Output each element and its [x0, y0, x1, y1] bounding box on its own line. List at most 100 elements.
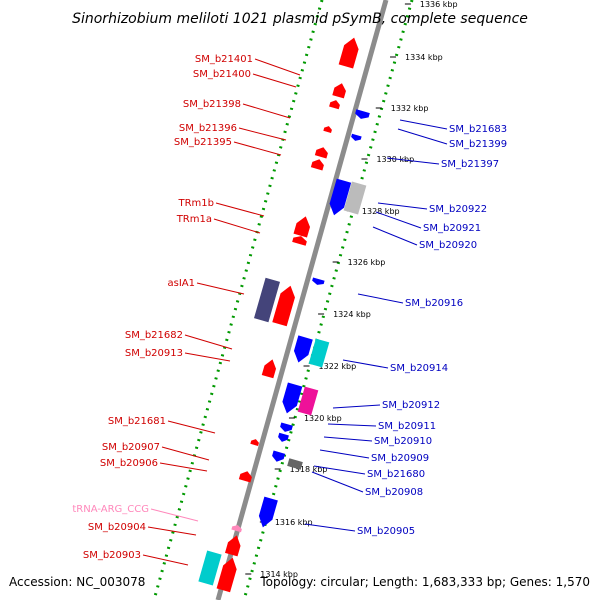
left-label-leader	[161, 446, 210, 461]
right-gene-label: SM_b20914	[390, 363, 448, 374]
left-gene-label: SM_b21681	[108, 416, 166, 427]
trna-feature	[231, 525, 242, 533]
label-leader-lines	[142, 58, 448, 566]
scale-tick-label: 1320 kbp	[304, 414, 342, 423]
forward-gene-feature	[272, 285, 295, 327]
forward-gene-feature	[323, 126, 332, 133]
grey-gene-feature	[287, 458, 303, 470]
left-label-leader	[184, 334, 233, 350]
left-label-leader	[213, 218, 261, 234]
right-gene-label: SM_b21399	[449, 139, 507, 150]
forward-gene-feature	[292, 236, 307, 246]
forward-gene-feature	[238, 471, 252, 483]
forward-gene-feature	[293, 216, 311, 238]
left-label-leader	[184, 352, 231, 362]
right-label-leader	[319, 449, 370, 459]
reverse-gene-feature	[282, 382, 303, 414]
reverse-gene-feature	[272, 450, 286, 462]
left-label-leader	[238, 127, 287, 141]
left-gene-label: SM_b20903	[83, 550, 141, 561]
left-gene-label: SM_b21396	[179, 123, 237, 134]
reverse-gene-feature	[312, 277, 325, 285]
topology-text: Topology: circular; Length: 1,683,333 bp…	[259, 575, 590, 589]
scale-tick-label: 1336 kbp	[420, 0, 458, 9]
scale-tick-label: 1334 kbp	[405, 53, 443, 62]
right-label-leader	[399, 119, 448, 130]
left-label-leader	[254, 58, 301, 76]
right-gene-label: SM_b20912	[382, 400, 440, 411]
left-gene-label: SM_b20904	[88, 522, 146, 533]
right-gene-label: SM_b21397	[441, 159, 499, 170]
right-label-leader	[313, 465, 366, 475]
right-gene-label: SM_b20905	[357, 526, 415, 537]
reverse-gene-feature	[258, 496, 278, 528]
scale-tick-label: 1318 kbp	[290, 465, 328, 474]
reverse-gene-feature	[329, 178, 352, 216]
left-label-leader	[215, 202, 265, 217]
right-gene-label: SM_b21683	[449, 124, 507, 135]
reverse-gene-feature	[293, 335, 313, 363]
left-gene-label: SM_b21398	[183, 99, 241, 110]
scale-tick-label: 1316 kbp	[275, 518, 313, 527]
right-label-leader	[357, 293, 404, 304]
forward-gene-feature	[261, 359, 277, 379]
forward-gene-feature	[250, 439, 259, 446]
left-label-leader	[167, 420, 216, 434]
left-gene-label: SM_b21682	[125, 330, 183, 341]
left-gene-label: SM_b21401	[195, 54, 253, 65]
right-label-leader	[304, 523, 356, 532]
right-gene-label: SM_b20911	[378, 421, 436, 432]
scale-ticks: 1336 kbp 1334 kbp 1332 kbp 1330 kbp 1328 kbp…	[245, 0, 458, 579]
forward-gene-feature	[338, 37, 359, 69]
right-gene-label: SM_b20922	[429, 204, 487, 215]
scale-tick-label: 1328 kbp	[362, 207, 400, 216]
right-gene-label: SM_b20908	[365, 487, 423, 498]
forward-gene-feature	[224, 535, 241, 557]
left-label-leader	[196, 282, 245, 295]
right-gene-label: SM_b20909	[371, 453, 429, 464]
scale-tick-label: 1322 kbp	[319, 362, 357, 371]
purple-gene-feature	[254, 277, 280, 323]
left-gene-label: SM_b20913	[125, 348, 183, 359]
left-gene-label: TRm1a	[176, 214, 212, 225]
reverse-gene-feature	[278, 432, 289, 442]
scale-tick-label: 1324 kbp	[333, 310, 371, 319]
left-label-leader	[147, 526, 197, 536]
right-label-leader	[311, 471, 364, 493]
right-gene-label: SM_b20920	[419, 240, 477, 251]
left-gene-label: tRNA-ARG_CCG	[72, 504, 149, 515]
left-label-leader	[142, 554, 189, 566]
right-label-leader	[327, 423, 377, 427]
forward-gene-feature	[216, 557, 237, 593]
reverse-gene-feature	[280, 422, 293, 432]
grey-gene-feature	[343, 181, 367, 215]
right-label-leader	[372, 226, 418, 246]
forward-gene-feature	[310, 159, 324, 171]
forward-gene-feature	[332, 83, 346, 99]
left-label-leader	[159, 462, 208, 472]
forward-gene-feature	[314, 147, 328, 159]
left-label-leader	[150, 508, 199, 522]
left-gene-label: SM_b21395	[174, 137, 232, 148]
right-label-leader	[375, 211, 422, 229]
plasmid-backbone	[215, 0, 389, 600]
scale-tick-label: 1330 kbp	[376, 155, 414, 164]
left-label-leader	[233, 141, 282, 156]
scale-tick-label: 1332 kbp	[391, 104, 429, 113]
left-label-leader	[242, 103, 291, 119]
scale-tick-label: 1326 kbp	[348, 258, 386, 267]
magenta-gene-feature	[297, 386, 319, 416]
right-label-leader	[342, 359, 389, 369]
right-gene-label: SM_b20916	[405, 298, 463, 309]
right-gene-label: SM_b21680	[367, 469, 425, 480]
cyan-gene-feature	[308, 338, 330, 368]
left-gene-label: SM_b20906	[100, 458, 158, 469]
right-gene-label: SM_b20921	[423, 223, 481, 234]
accession-text: Accession: NC_003078	[9, 575, 145, 589]
forward-gene-feature	[329, 100, 340, 110]
reverse-gene-feature	[355, 109, 370, 119]
outer-dotted-guide	[152, 0, 324, 600]
guide-lines	[152, 0, 414, 600]
right-label-leader	[332, 404, 381, 409]
